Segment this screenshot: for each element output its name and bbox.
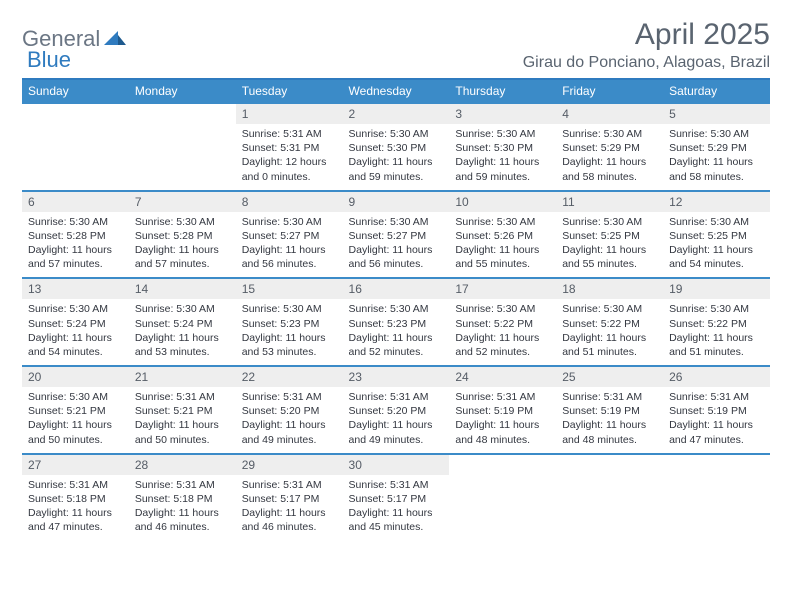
day-content-cell: [129, 124, 236, 191]
weekday-header-row: SundayMondayTuesdayWednesdayThursdayFrid…: [22, 79, 770, 103]
title-block: April 2025 Girau do Ponciano, Alagoas, B…: [523, 18, 770, 72]
day-number-row: 13141516171819: [22, 278, 770, 299]
day-content-cell: Sunrise: 5:30 AMSunset: 5:27 PMDaylight:…: [343, 212, 450, 279]
day-number-cell: 16: [343, 278, 450, 299]
day-number-cell: 28: [129, 454, 236, 475]
day-content-row: Sunrise: 5:30 AMSunset: 5:21 PMDaylight:…: [22, 387, 770, 454]
day-content-cell: Sunrise: 5:31 AMSunset: 5:17 PMDaylight:…: [343, 475, 450, 541]
day-number-cell: 21: [129, 366, 236, 387]
day-content-row: Sunrise: 5:31 AMSunset: 5:31 PMDaylight:…: [22, 124, 770, 191]
day-content-cell: Sunrise: 5:31 AMSunset: 5:21 PMDaylight:…: [129, 387, 236, 454]
day-content-cell: [556, 475, 663, 541]
day-content-cell: Sunrise: 5:30 AMSunset: 5:25 PMDaylight:…: [663, 212, 770, 279]
brand-triangle-icon: [104, 29, 126, 50]
day-content-cell: Sunrise: 5:30 AMSunset: 5:22 PMDaylight:…: [556, 299, 663, 366]
day-number-row: 12345: [22, 103, 770, 124]
day-number-cell: 25: [556, 366, 663, 387]
weekday-header: Monday: [129, 79, 236, 103]
day-number-cell: [22, 103, 129, 124]
day-content-cell: Sunrise: 5:30 AMSunset: 5:30 PMDaylight:…: [449, 124, 556, 191]
day-number-cell: 29: [236, 454, 343, 475]
day-content-cell: Sunrise: 5:30 AMSunset: 5:29 PMDaylight:…: [556, 124, 663, 191]
day-number-cell: 4: [556, 103, 663, 124]
brand-part2-wrap: Blue: [27, 47, 71, 73]
day-number-cell: 15: [236, 278, 343, 299]
day-content-cell: Sunrise: 5:30 AMSunset: 5:28 PMDaylight:…: [22, 212, 129, 279]
day-content-cell: Sunrise: 5:30 AMSunset: 5:26 PMDaylight:…: [449, 212, 556, 279]
day-content-cell: Sunrise: 5:30 AMSunset: 5:22 PMDaylight:…: [663, 299, 770, 366]
day-content-cell: Sunrise: 5:30 AMSunset: 5:28 PMDaylight:…: [129, 212, 236, 279]
day-number-cell: 8: [236, 191, 343, 212]
day-number-cell: 27: [22, 454, 129, 475]
weekday-header: Friday: [556, 79, 663, 103]
day-content-cell: [449, 475, 556, 541]
day-number-cell: 22: [236, 366, 343, 387]
weekday-header: Tuesday: [236, 79, 343, 103]
day-content-row: Sunrise: 5:30 AMSunset: 5:28 PMDaylight:…: [22, 212, 770, 279]
day-number-cell: [556, 454, 663, 475]
calendar-table: SundayMondayTuesdayWednesdayThursdayFrid…: [22, 78, 770, 540]
day-number-cell: [129, 103, 236, 124]
day-content-cell: [22, 124, 129, 191]
day-content-cell: Sunrise: 5:30 AMSunset: 5:24 PMDaylight:…: [129, 299, 236, 366]
day-content-cell: [663, 475, 770, 541]
weekday-header: Saturday: [663, 79, 770, 103]
page-header: General April 2025 Girau do Ponciano, Al…: [22, 18, 770, 72]
day-number-cell: 5: [663, 103, 770, 124]
month-title: April 2025: [523, 18, 770, 52]
day-content-cell: Sunrise: 5:31 AMSunset: 5:18 PMDaylight:…: [129, 475, 236, 541]
day-content-cell: Sunrise: 5:31 AMSunset: 5:19 PMDaylight:…: [663, 387, 770, 454]
day-content-row: Sunrise: 5:30 AMSunset: 5:24 PMDaylight:…: [22, 299, 770, 366]
day-number-cell: 17: [449, 278, 556, 299]
day-number-cell: [663, 454, 770, 475]
day-number-cell: 6: [22, 191, 129, 212]
day-number-cell: 2: [343, 103, 450, 124]
day-number-cell: 11: [556, 191, 663, 212]
day-number-cell: 26: [663, 366, 770, 387]
day-number-cell: 3: [449, 103, 556, 124]
brand-part2: Blue: [27, 47, 71, 72]
day-content-cell: Sunrise: 5:31 AMSunset: 5:18 PMDaylight:…: [22, 475, 129, 541]
day-content-cell: Sunrise: 5:31 AMSunset: 5:19 PMDaylight:…: [449, 387, 556, 454]
day-content-cell: Sunrise: 5:31 AMSunset: 5:31 PMDaylight:…: [236, 124, 343, 191]
day-number-cell: 19: [663, 278, 770, 299]
day-number-cell: 24: [449, 366, 556, 387]
day-content-cell: Sunrise: 5:30 AMSunset: 5:23 PMDaylight:…: [343, 299, 450, 366]
day-number-cell: [449, 454, 556, 475]
day-number-row: 6789101112: [22, 191, 770, 212]
weekday-header: Sunday: [22, 79, 129, 103]
day-number-cell: 14: [129, 278, 236, 299]
day-number-cell: 9: [343, 191, 450, 212]
day-content-cell: Sunrise: 5:31 AMSunset: 5:20 PMDaylight:…: [236, 387, 343, 454]
day-content-cell: Sunrise: 5:30 AMSunset: 5:25 PMDaylight:…: [556, 212, 663, 279]
day-number-cell: 1: [236, 103, 343, 124]
weekday-header: Wednesday: [343, 79, 450, 103]
day-number-cell: 13: [22, 278, 129, 299]
day-content-cell: Sunrise: 5:30 AMSunset: 5:29 PMDaylight:…: [663, 124, 770, 191]
day-number-row: 20212223242526: [22, 366, 770, 387]
day-content-cell: Sunrise: 5:30 AMSunset: 5:24 PMDaylight:…: [22, 299, 129, 366]
day-content-row: Sunrise: 5:31 AMSunset: 5:18 PMDaylight:…: [22, 475, 770, 541]
day-content-cell: Sunrise: 5:30 AMSunset: 5:21 PMDaylight:…: [22, 387, 129, 454]
day-content-cell: Sunrise: 5:31 AMSunset: 5:17 PMDaylight:…: [236, 475, 343, 541]
weekday-header: Thursday: [449, 79, 556, 103]
day-content-cell: Sunrise: 5:31 AMSunset: 5:20 PMDaylight:…: [343, 387, 450, 454]
day-content-cell: Sunrise: 5:30 AMSunset: 5:30 PMDaylight:…: [343, 124, 450, 191]
day-number-cell: 10: [449, 191, 556, 212]
day-number-cell: 30: [343, 454, 450, 475]
day-content-cell: Sunrise: 5:30 AMSunset: 5:22 PMDaylight:…: [449, 299, 556, 366]
day-number-cell: 23: [343, 366, 450, 387]
location-text: Girau do Ponciano, Alagoas, Brazil: [523, 54, 770, 72]
day-number-cell: 18: [556, 278, 663, 299]
day-content-cell: Sunrise: 5:31 AMSunset: 5:19 PMDaylight:…: [556, 387, 663, 454]
day-number-row: 27282930: [22, 454, 770, 475]
day-content-cell: Sunrise: 5:30 AMSunset: 5:27 PMDaylight:…: [236, 212, 343, 279]
day-number-cell: 12: [663, 191, 770, 212]
day-number-cell: 20: [22, 366, 129, 387]
day-number-cell: 7: [129, 191, 236, 212]
day-content-cell: Sunrise: 5:30 AMSunset: 5:23 PMDaylight:…: [236, 299, 343, 366]
